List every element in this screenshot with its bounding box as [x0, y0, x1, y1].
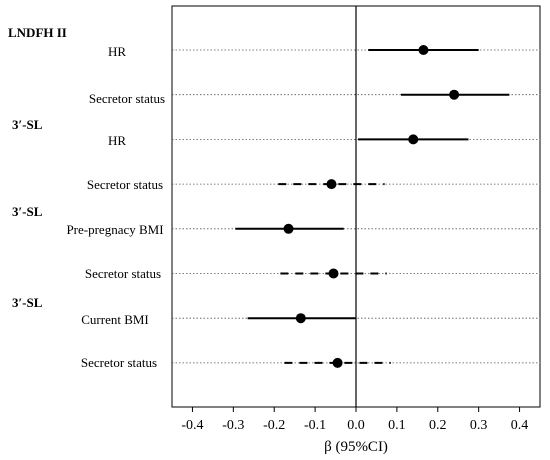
point-estimate — [332, 357, 343, 368]
x-tick-label: -0.4 — [181, 418, 203, 433]
x-tick-label: -0.3 — [222, 418, 244, 433]
x-axis-title: β (95%CI) — [324, 439, 388, 455]
row-label-hr: HR — [107, 44, 127, 59]
row-label-secretor-status: Secretor status — [80, 355, 158, 370]
row-label-current-bmi: Current BMI — [81, 312, 149, 327]
row-label-hr: HR — [107, 133, 127, 148]
point-estimate — [326, 179, 337, 190]
row-label-secretor-status: Secretor status — [84, 266, 162, 281]
point-estimate — [283, 223, 294, 234]
x-tick-label: -0.2 — [263, 418, 285, 433]
point-estimate — [449, 89, 460, 100]
x-tick-label: 0.3 — [470, 418, 488, 433]
point-estimate — [328, 268, 339, 279]
group-label-lndfh: LNDFH II — [8, 25, 67, 40]
x-tick-label: -0.1 — [304, 418, 326, 433]
group-label-3sl-curbmi: 3′-SL — [12, 295, 43, 310]
point-estimate — [418, 45, 429, 55]
row-label-pre-pregnancy-bmi: Pre-pregnacy BMI — [66, 222, 164, 237]
group-label-3sl-hr: 3′-SL — [12, 117, 43, 132]
row-label-secretor-status: Secretor status — [88, 91, 166, 106]
point-estimate — [408, 134, 419, 145]
row-label-secretor-status: Secretor status — [86, 177, 164, 192]
x-tick-label: 0.0 — [347, 418, 365, 433]
x-tick-label: 0.4 — [511, 418, 529, 433]
group-label-3sl-prebmi: 3′-SL — [12, 204, 43, 219]
x-tick-label: 0.2 — [429, 418, 447, 433]
point-estimate — [295, 313, 306, 324]
x-tick-label: 0.1 — [388, 418, 406, 433]
